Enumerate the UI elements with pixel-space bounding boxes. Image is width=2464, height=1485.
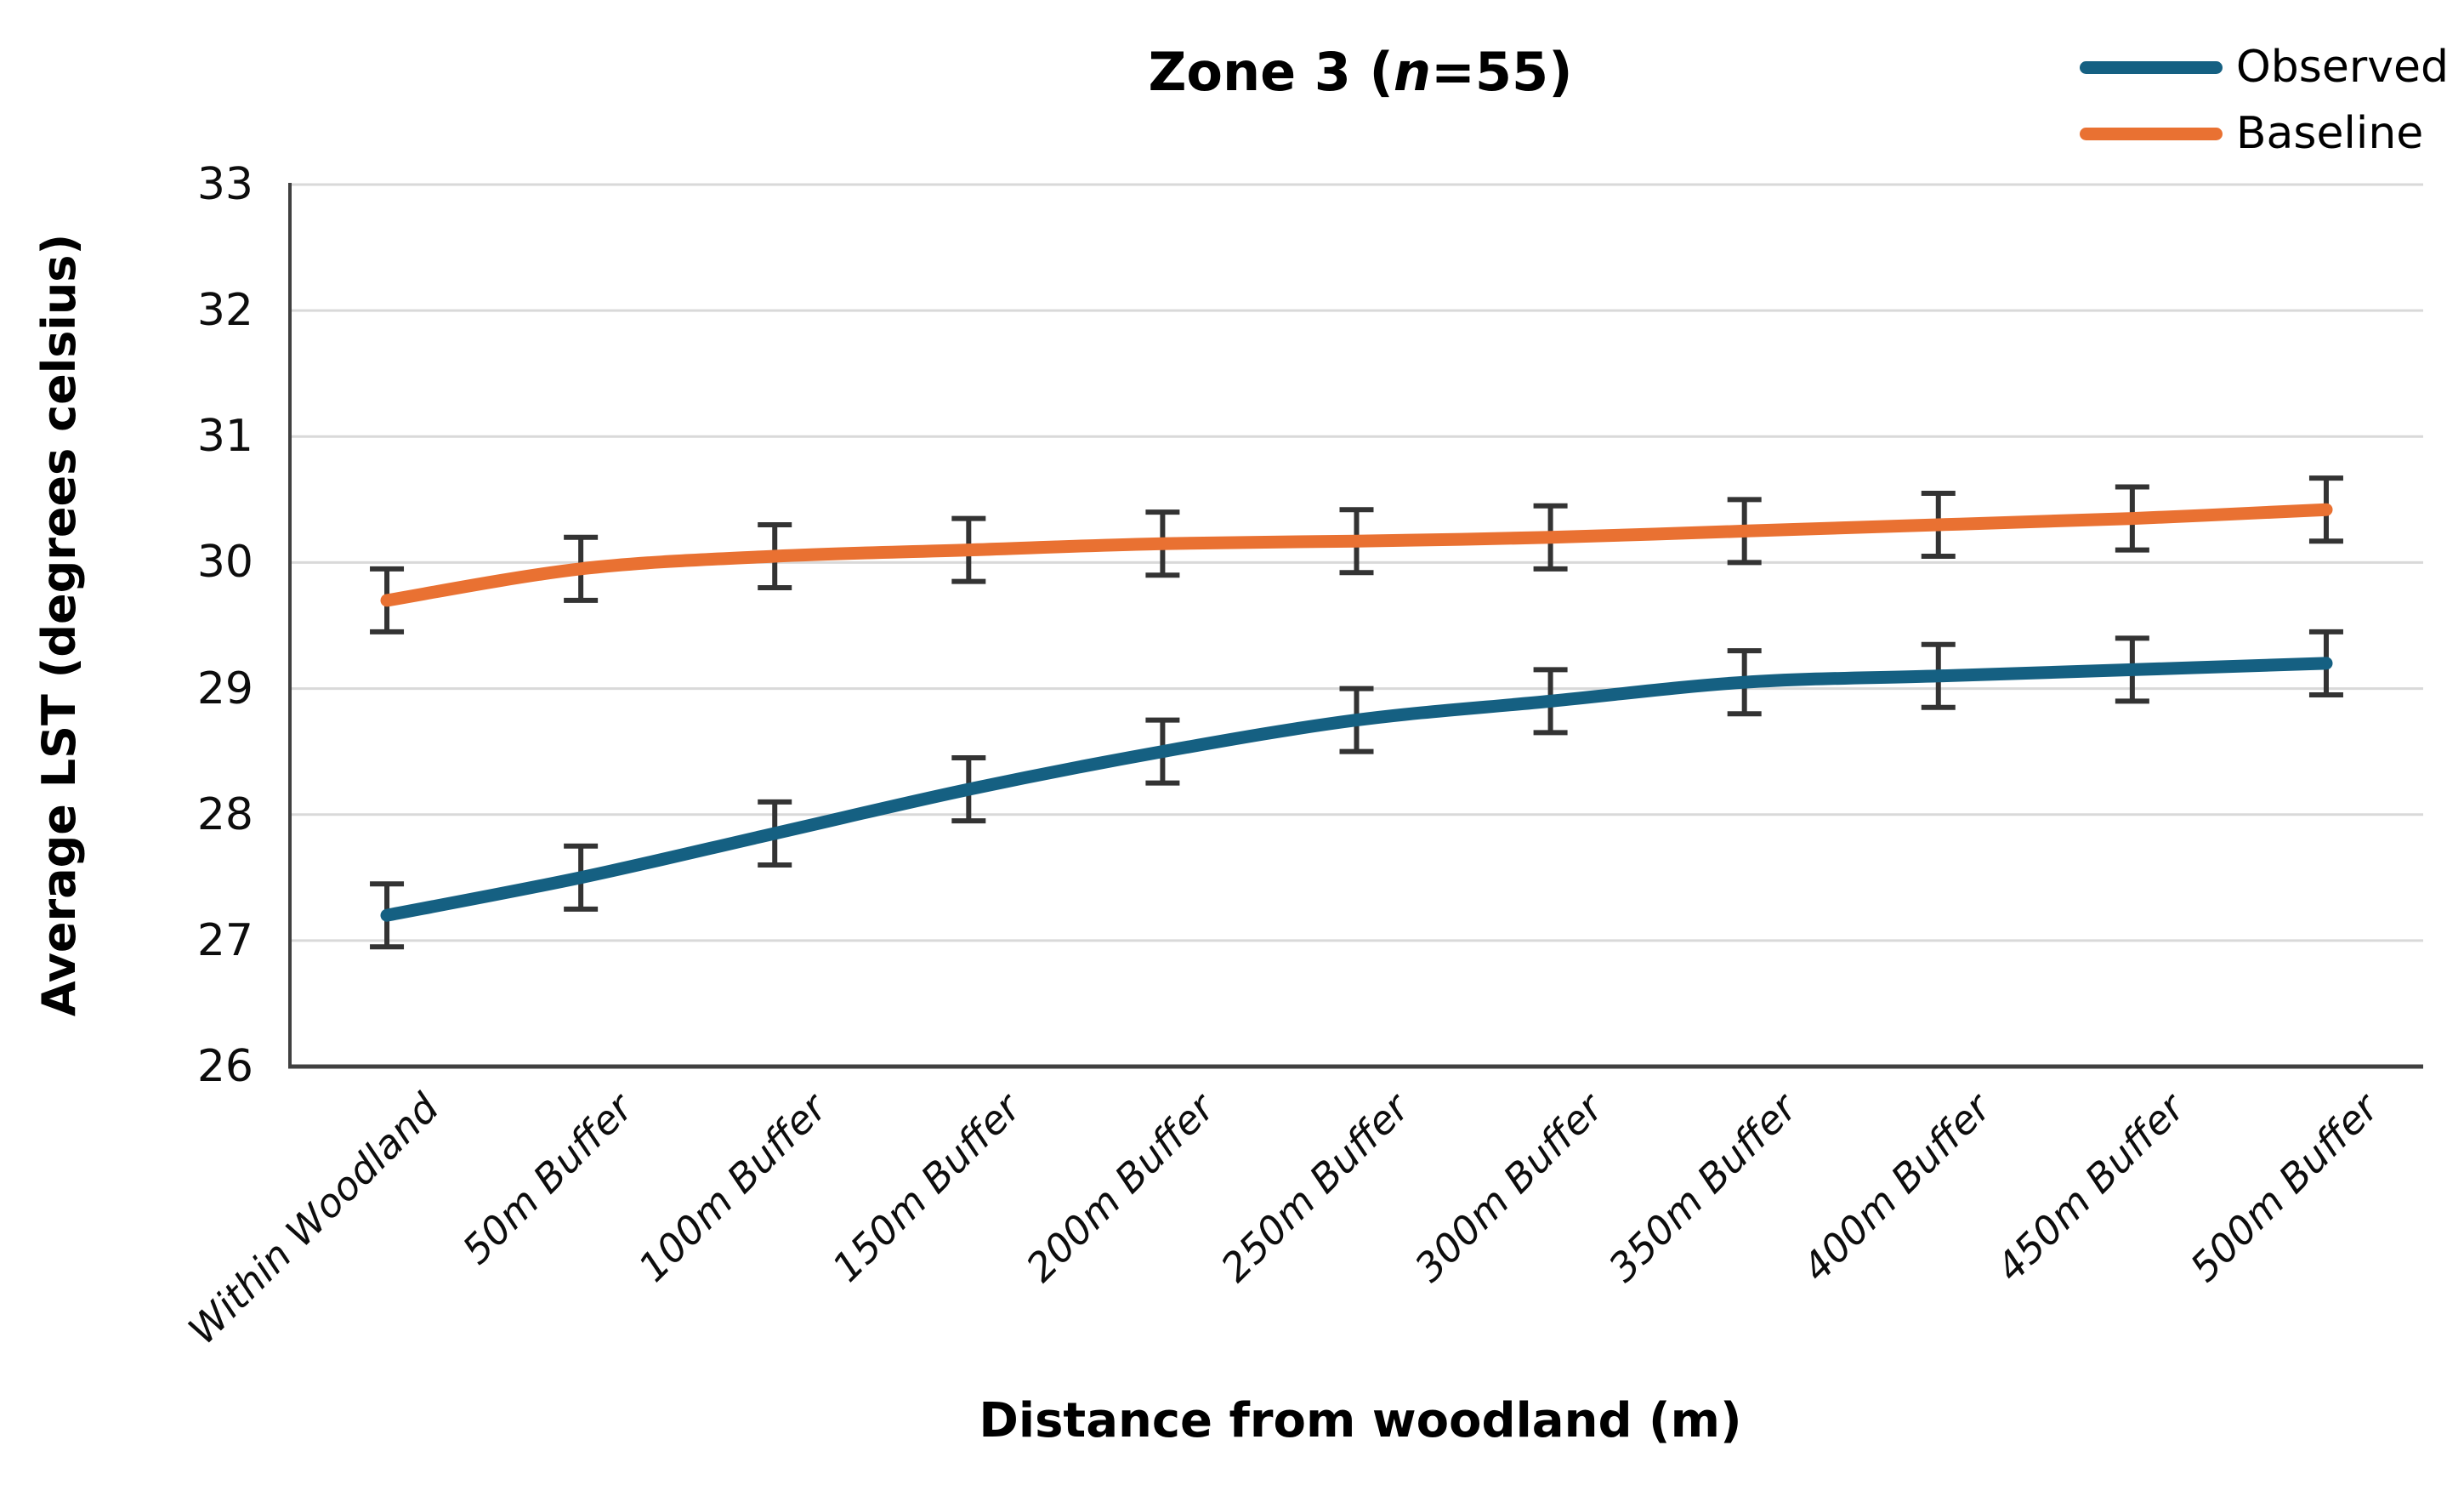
y-tick-label-31: 31: [196, 411, 253, 463]
x-axis-title: Distance from woodland (m): [979, 1393, 1742, 1448]
observed-line-swatch: [2079, 60, 2223, 74]
series-line-baseline: [380, 503, 2333, 607]
legend: Observed Baseline: [2079, 41, 2449, 160]
y-tick-label-30: 30: [196, 537, 253, 589]
series-line-observed: [380, 657, 2333, 922]
error-bars-baseline: [370, 475, 2343, 634]
gridlines: [290, 183, 2423, 1068]
y-tick-label-28: 28: [196, 788, 253, 840]
chart-title-suffix: =55): [1430, 41, 1573, 103]
y-tick-label-26: 26: [196, 1041, 253, 1092]
y-tick-label-27: 27: [196, 914, 253, 966]
legend-entry-observed: Observed: [2079, 41, 2449, 94]
error-bars-observed: [370, 629, 2343, 950]
y-tick-label-29: 29: [196, 663, 253, 714]
legend-entry-baseline: Baseline: [2079, 107, 2449, 160]
chart-title-prefix: Zone 3 (: [1148, 41, 1394, 103]
chart-title: Zone 3 (n=55): [510, 41, 2211, 103]
y-tick-label-33: 33: [196, 159, 253, 210]
chart-title-n: n: [1393, 41, 1431, 103]
y-tick-label-32: 32: [196, 285, 253, 337]
y-axis-title: Average LST (degrees celsius): [32, 233, 86, 1017]
legend-label-baseline: Baseline: [2235, 108, 2424, 159]
baseline-line-swatch: [2079, 127, 2223, 140]
axis-lines: [288, 183, 2423, 1069]
legend-label-observed: Observed: [2235, 42, 2449, 93]
